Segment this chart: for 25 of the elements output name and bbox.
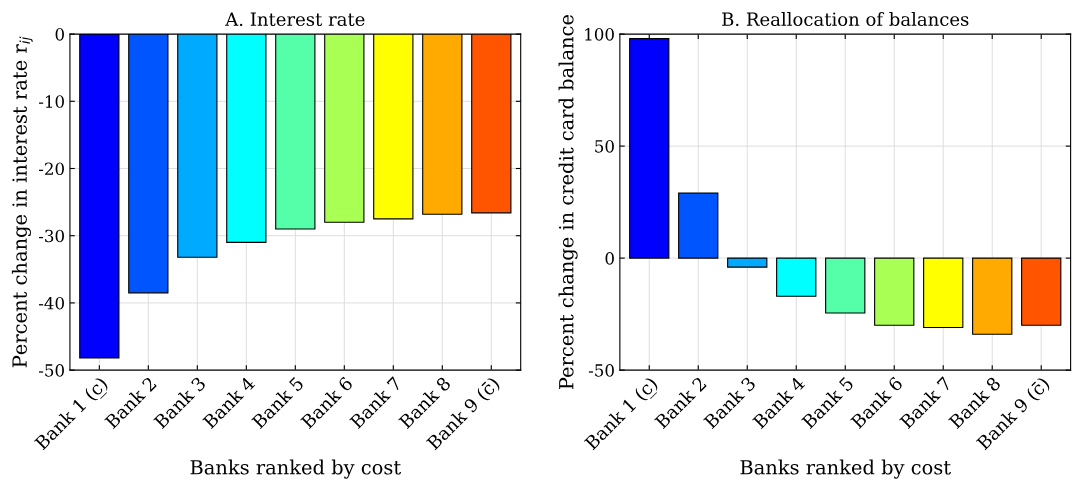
bar	[923, 257, 964, 329]
y-tick-label: 100	[585, 28, 614, 41]
y-axis-title: Percent change in interest rate r$_{ij}$	[11, 36, 33, 368]
y-axis-title: Percent change in credit card balance	[558, 15, 578, 390]
y-tick-label: -40	[38, 296, 64, 310]
chart-title: B. Reallocation of balances	[722, 12, 969, 27]
x-axis-title: Banks ranked by cost	[740, 459, 951, 479]
y-tick-label: -20	[38, 162, 64, 176]
y-tick-label: -10	[38, 95, 64, 108]
bar	[1021, 257, 1062, 326]
x-axis-title: Banks ranked by cost	[190, 459, 402, 479]
y-tick-label: -50	[38, 364, 64, 377]
bar	[972, 257, 1013, 335]
y-tick-label: -50	[588, 364, 614, 377]
bar	[825, 257, 866, 314]
bar	[874, 257, 915, 326]
y-tick-label: 0	[605, 252, 614, 265]
bar	[678, 192, 719, 259]
bar	[629, 38, 670, 259]
y-tick-label: -30	[38, 229, 64, 243]
bar	[727, 257, 768, 268]
chart-title: A. Interest rate	[225, 12, 365, 27]
bar	[776, 257, 817, 297]
y-tick-label: 50	[595, 140, 614, 153]
y-tick-label: 0	[55, 28, 64, 41]
